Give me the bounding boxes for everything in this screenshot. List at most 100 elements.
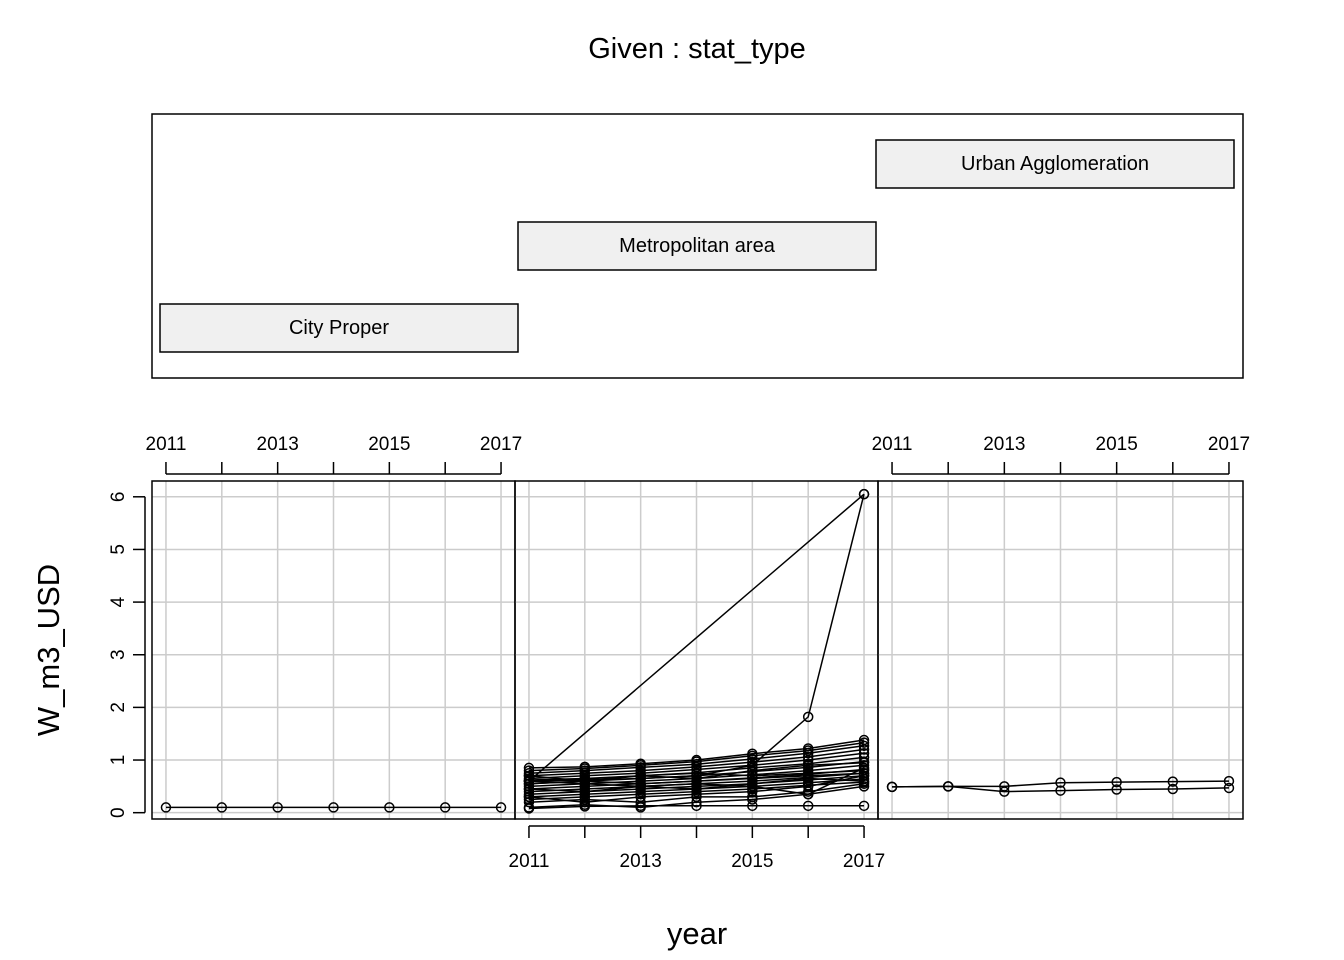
data-point [747,781,758,792]
strip-box [875,139,1235,189]
y-tick-label: 1 [108,755,129,766]
chart-title: Given : stat_type [588,33,806,65]
data-point [858,744,870,755]
series-line [528,752,865,780]
data-point [858,488,870,500]
y-tick-label: 3 [108,649,129,660]
data-point [384,802,395,813]
strip-label: Metropolitan area [619,235,776,257]
data-point [999,786,1010,797]
series-line [528,782,865,803]
data-point [802,767,814,779]
data-point [579,773,591,784]
x-tick-label: 2013 [983,434,1025,455]
data-point [886,781,898,793]
data-point [858,800,870,812]
x-tick-label: 2017 [843,851,885,872]
x-tick-label: 2015 [368,434,410,455]
y-tick-label: 2 [108,702,129,713]
data-point [858,781,870,792]
y-tick-label: 0 [108,807,129,818]
data-point [802,789,814,800]
data-point [328,802,339,813]
y-axis-title: W_m3_USD [31,564,66,736]
series-line [528,769,865,781]
data-point [635,800,646,812]
data-point [802,754,814,766]
data-point [439,802,451,813]
data-point [691,783,702,795]
data-point [495,802,507,813]
data-point [635,770,646,782]
series-line [528,781,865,801]
data-point [858,765,870,776]
data-point [1223,782,1235,794]
x-tick-label: 2013 [620,851,662,872]
data-point [747,770,758,782]
data-point [1111,784,1122,795]
x-tick-label: 2013 [257,434,299,455]
data-point [523,770,535,782]
x-tick-label: 2015 [731,851,773,872]
data-point [1111,776,1122,788]
data-point [691,767,702,779]
data-point [858,740,870,752]
panel [514,480,879,820]
data-point [858,770,870,782]
x-tick-label: 2011 [872,434,913,455]
series-line [528,805,864,810]
x-tick-label: 2011 [509,851,550,872]
data-point [523,774,535,786]
y-tick-label: 5 [108,544,129,555]
series-line [891,785,1230,793]
strip-box [159,303,519,353]
data-point [802,760,814,771]
data-point [635,781,646,792]
data-point [523,796,535,808]
data-point [1223,775,1235,787]
x-axis-title: year [667,916,727,951]
panel [151,480,516,820]
strip-box [517,221,877,271]
data-point [747,794,758,805]
data-point [1055,777,1066,788]
strip-label: Urban Agglomeration [961,153,1149,175]
data-point [523,803,535,814]
data-point [747,800,758,812]
data-point [691,773,702,784]
data-point [858,757,870,768]
data-point [579,786,591,797]
x-tick-label: 2015 [1096,434,1138,455]
y-tick-label: 4 [108,596,129,607]
data-point [802,747,814,759]
data-point [691,800,702,812]
data-point [216,802,228,813]
data-point [802,711,814,723]
data-point [858,752,870,763]
data-point [1167,783,1179,795]
data-point [802,800,814,812]
panel-frame [877,480,1244,820]
given-panel-frame [151,113,1244,379]
data-point [691,796,702,808]
given-strips: City Proper Metropolitan area Urban Agglom… [159,139,1235,353]
data-point [1055,785,1066,796]
y-tick-label: 6 [108,492,129,503]
series-line [528,748,865,777]
data-point [523,791,535,803]
series-line [528,493,865,782]
data-point [858,737,870,748]
data-point [272,802,283,813]
x-tick-label: 2011 [146,434,187,455]
data-point [1167,776,1179,787]
data-point [579,801,591,812]
data-point [160,802,172,813]
series-line [528,761,865,785]
panels [151,480,1244,820]
strip-label: City Proper [289,317,389,339]
data-point [942,781,954,792]
panel [877,480,1244,820]
data-point [579,794,591,805]
